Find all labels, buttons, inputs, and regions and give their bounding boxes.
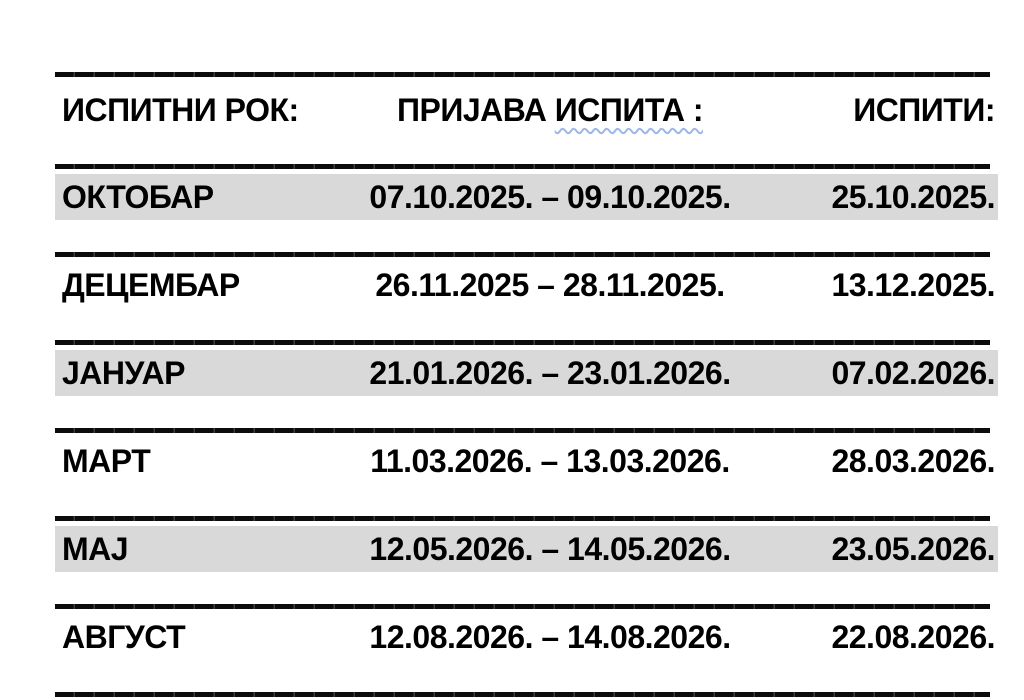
exam-date: 13.12.2025.: [831, 266, 995, 303]
grammar-check-wavy-underline: ИСПИТА :: [554, 91, 704, 128]
table-row-october: ОКТОБАР 07.10.2025. – 09.10.2025. 25.10.…: [55, 174, 998, 220]
registration-period: 21.01.2026. – 23.01.2026.: [369, 354, 731, 391]
exam-term-name: МАЈ: [62, 530, 129, 567]
horizontal-rule: [55, 692, 990, 697]
header-exams: ИСПИТИ:: [853, 91, 995, 128]
registration-period: 12.05.2026. – 14.05.2026.: [369, 530, 731, 567]
header-exam-term: ИСПИТНИ РОК:: [62, 91, 299, 128]
exam-date: 25.10.2025.: [831, 178, 995, 215]
exam-date: 22.08.2026.: [831, 618, 995, 655]
table-row-march: МАРТ 11.03.2026. – 13.03.2026. 28.03.202…: [55, 438, 998, 484]
exam-schedule-table: ИСПИТНИ РОК: ПРИЈАВА ИСПИТА : ИСПИТИ: ОК…: [55, 72, 998, 697]
table-row-january: ЈАНУАР 21.01.2026. – 23.01.2026. 07.02.2…: [55, 350, 998, 396]
exam-term-name: ОКТОБАР: [62, 178, 214, 215]
horizontal-rule: [55, 428, 990, 433]
registration-period: 12.08.2026. – 14.08.2026.: [369, 618, 731, 655]
exam-date: 23.05.2026.: [831, 530, 995, 567]
exam-term-name: ДЕЦЕМБАР: [62, 266, 240, 303]
table-row-december: ДЕЦЕМБАР 26.11.2025 – 28.11.2025. 13.12.…: [55, 262, 998, 308]
horizontal-rule: [55, 252, 990, 257]
horizontal-rule: [55, 72, 990, 77]
registration-period: 26.11.2025 – 28.11.2025.: [375, 266, 725, 303]
horizontal-rule: [55, 340, 990, 345]
exam-date: 07.02.2026.: [831, 354, 995, 391]
exam-term-name: МАРТ: [62, 442, 151, 479]
header-registration: ПРИЈАВА ИСПИТА :: [350, 92, 750, 129]
table-row-august: АВГУСТ 12.08.2026. – 14.08.2026. 22.08.2…: [55, 614, 998, 660]
registration-period: 11.03.2026. – 13.03.2026.: [370, 442, 730, 479]
exam-date: 28.03.2026.: [831, 442, 995, 479]
horizontal-rule: [55, 516, 990, 521]
header-registration-text: ПРИЈАВА: [396, 91, 555, 128]
horizontal-rule: [55, 164, 990, 169]
table-header-row: ИСПИТНИ РОК: ПРИЈАВА ИСПИТА : ИСПИТИ:: [55, 87, 998, 133]
registration-period: 07.10.2025. – 09.10.2025.: [369, 178, 731, 215]
exam-term-name: ЈАНУАР: [62, 354, 185, 391]
table-row-may: МАЈ 12.05.2026. – 14.05.2026. 23.05.2026…: [55, 526, 998, 572]
exam-term-name: АВГУСТ: [62, 618, 186, 655]
horizontal-rule: [55, 604, 990, 609]
